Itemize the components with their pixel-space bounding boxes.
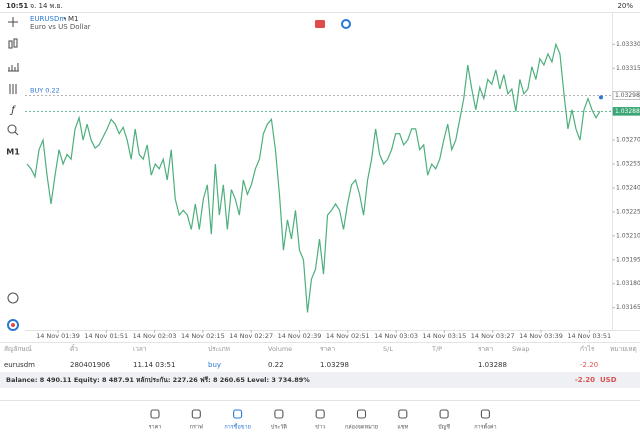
y-tick-label: 1.03180 xyxy=(616,280,640,287)
chart-type-button[interactable] xyxy=(8,38,18,49)
x-tick-label: 14 Nov 03:03 xyxy=(374,332,418,340)
price-line xyxy=(26,42,601,313)
status-date: จ. 14 พ.ย. xyxy=(30,2,63,10)
position-cell[interactable]: 11.14 03:51 xyxy=(133,361,175,369)
crosshair-button[interactable] xyxy=(8,17,18,27)
nav-label[interactable]: กราฟ xyxy=(190,424,203,431)
nav-label[interactable]: ราคา xyxy=(149,425,162,431)
level-box xyxy=(612,107,640,116)
column-header: เวลา xyxy=(133,345,147,353)
x-tick-label: 14 Nov 02:39 xyxy=(278,332,322,340)
divider xyxy=(0,400,640,401)
nav-icon xyxy=(150,409,160,419)
position-cell[interactable]: 1.03298 xyxy=(320,361,349,369)
nav-icon xyxy=(191,409,201,419)
position-cell[interactable]: -2.20 xyxy=(580,361,598,369)
buy-icon[interactable] xyxy=(341,19,351,29)
x-tick-label: 14 Nov 03:51 xyxy=(567,332,611,340)
separator: • xyxy=(63,15,67,23)
position-cell[interactable]: buy xyxy=(208,361,221,369)
nav-label[interactable]: การซื้อขาย xyxy=(224,423,250,431)
price-axis-border xyxy=(612,13,613,330)
nav-icon xyxy=(356,409,367,419)
nav-icon xyxy=(233,409,243,419)
divider xyxy=(0,342,640,343)
nav-icon xyxy=(274,409,284,419)
position-cell[interactable]: 0.22 xyxy=(268,361,284,369)
settings-button[interactable] xyxy=(9,84,17,94)
column-header: กำไร xyxy=(580,345,595,353)
x-tick-label: 14 Nov 01:39 xyxy=(36,332,80,340)
account-summary: Balance: 8 490.11 Equity: 8 487.91 หลักป… xyxy=(6,376,310,384)
y-tick-label: 1.03330 xyxy=(616,41,640,48)
summary-bar xyxy=(0,372,640,388)
x-tick-label: 14 Nov 02:03 xyxy=(133,332,177,340)
zoom-button[interactable] xyxy=(7,292,19,304)
column-header: Volume xyxy=(268,345,292,353)
timeframe-button[interactable]: M1 xyxy=(6,148,20,157)
position-cell[interactable]: eurusdm xyxy=(4,361,35,369)
nav-label[interactable]: แชท xyxy=(397,424,408,431)
y-tick-label: 1.03270 xyxy=(616,137,640,144)
y-tick-label: 1.03195 xyxy=(616,256,640,263)
column-header: T/P xyxy=(431,345,442,353)
nav-icon xyxy=(315,409,325,419)
level-value: 1.03298 xyxy=(615,92,640,99)
status-battery: 20% xyxy=(617,2,633,10)
y-tick-label: 1.03315 xyxy=(616,65,640,72)
currency: USD xyxy=(600,376,617,384)
nav-label[interactable]: กล่องจดหมาย xyxy=(345,425,378,431)
column-header: S/L xyxy=(383,345,393,353)
column-header: ตั๋ว xyxy=(70,344,78,353)
y-tick-label: 1.03165 xyxy=(616,304,640,311)
indicators-button[interactable] xyxy=(8,63,19,72)
column-header: ราคา xyxy=(320,345,335,353)
column-header: ราคา xyxy=(478,345,493,353)
level-value: 1.03288 xyxy=(615,108,640,115)
one-click-icons xyxy=(315,19,351,29)
status-time: 10:51 xyxy=(6,2,28,10)
chart-description: Euro vs US Dollar xyxy=(30,23,91,31)
level-box xyxy=(612,91,640,100)
chart-symbol: EURUSDm xyxy=(30,15,66,23)
time-axis-border xyxy=(25,330,640,331)
chart-timeframe: M1 xyxy=(68,15,79,23)
position-cell[interactable]: 1.03288 xyxy=(478,361,507,369)
x-tick-label: 14 Nov 03:27 xyxy=(471,332,515,340)
position-cell[interactable]: 280401906 xyxy=(70,361,111,369)
y-tick-label: 1.03255 xyxy=(616,161,640,168)
y-tick-label: 1.03210 xyxy=(616,232,640,239)
toolbar: ƒ M1 xyxy=(6,17,20,331)
x-tick-label: 14 Nov 03:39 xyxy=(519,332,563,340)
level-label: BUY 0.22 xyxy=(30,86,60,94)
objects-button[interactable] xyxy=(7,124,19,136)
y-tick-label: 1.03240 xyxy=(616,184,640,191)
column-header: ประเภท xyxy=(208,345,230,353)
nav-icon xyxy=(439,409,449,419)
price-dot xyxy=(599,95,603,100)
column-header: สัญลักษณ์ xyxy=(4,345,32,353)
nav-label[interactable]: การตั้งค่า xyxy=(474,423,496,431)
x-tick-label: 14 Nov 01:51 xyxy=(84,332,128,340)
column-header: Swap xyxy=(512,345,530,353)
function-button[interactable]: ƒ xyxy=(9,105,16,116)
x-tick-label: 14 Nov 02:15 xyxy=(181,332,225,340)
total-profit: -2.20 xyxy=(575,376,595,384)
x-tick-label: 14 Nov 02:27 xyxy=(229,332,273,340)
sell-icon[interactable] xyxy=(315,20,325,28)
nav-icon xyxy=(398,409,408,419)
x-tick-label: 14 Nov 03:15 xyxy=(422,332,466,340)
nav-label[interactable]: ประวัติ xyxy=(271,424,287,431)
y-tick-label: 1.03225 xyxy=(616,208,640,215)
nav-label[interactable]: บัญชี xyxy=(438,424,450,431)
trade-button[interactable] xyxy=(7,319,19,331)
nav-label[interactable]: ข่าว xyxy=(315,425,325,431)
nav-icon xyxy=(480,409,490,419)
x-tick-label: 14 Nov 02:51 xyxy=(326,332,370,340)
column-header: หมายเหตุ xyxy=(610,345,637,353)
divider xyxy=(0,12,640,13)
